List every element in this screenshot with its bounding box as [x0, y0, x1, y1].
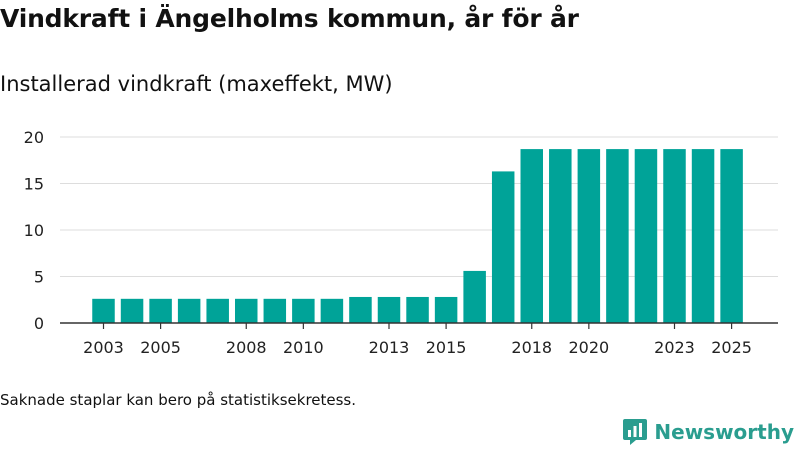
bar [634, 149, 658, 323]
x-tick-label: 2018 [511, 338, 552, 357]
bar [577, 149, 601, 323]
bar [349, 296, 372, 323]
x-tick-label: 2023 [654, 338, 695, 357]
bar [377, 296, 401, 323]
bar [549, 149, 572, 323]
chart-subtitle: Installerad vindkraft (maxeffekt, MW) [0, 72, 393, 96]
y-tick-label: 15 [24, 175, 44, 194]
bar [206, 298, 229, 323]
chart-title: Vindkraft i Ängelholms kommun, år för år [0, 4, 579, 33]
bar [663, 149, 686, 323]
x-tick-label: 2013 [369, 338, 410, 357]
bar [491, 171, 515, 323]
y-tick-label: 5 [34, 268, 44, 287]
bar [235, 298, 258, 323]
bar [177, 298, 201, 323]
x-tick-label: 2025 [711, 338, 752, 357]
bar [120, 298, 144, 323]
y-tick-label: 0 [34, 314, 44, 333]
x-tick-label: 2020 [568, 338, 609, 357]
bar [149, 298, 172, 323]
bar [263, 298, 287, 323]
bar [520, 149, 543, 323]
bar-chart: 0 5 10 15 20 2003 2005 2008 2010 2013 2015 2018 2020… [24, 128, 778, 357]
bar [406, 296, 429, 323]
bar [92, 298, 115, 323]
bar [691, 149, 715, 323]
newsworthy-logo-icon [623, 419, 648, 445]
bar [463, 270, 486, 323]
x-tick-label: 2008 [226, 338, 267, 357]
x-tick-label: 2015 [426, 338, 467, 357]
brand-name: Newsworthy [654, 420, 794, 444]
y-tick-label: 10 [24, 221, 44, 240]
bar [292, 298, 315, 323]
x-tick-label: 2003 [83, 338, 124, 357]
x-tick-label: 2005 [140, 338, 181, 357]
footnote: Saknade staplar kan bero på statistiksek… [0, 391, 357, 409]
bar [606, 149, 629, 323]
bar [720, 149, 743, 323]
brand: Newsworthy [622, 418, 794, 446]
bar [434, 296, 458, 323]
y-tick-label: 20 [24, 128, 44, 147]
bar [320, 298, 344, 323]
x-tick-label: 2010 [283, 338, 324, 357]
